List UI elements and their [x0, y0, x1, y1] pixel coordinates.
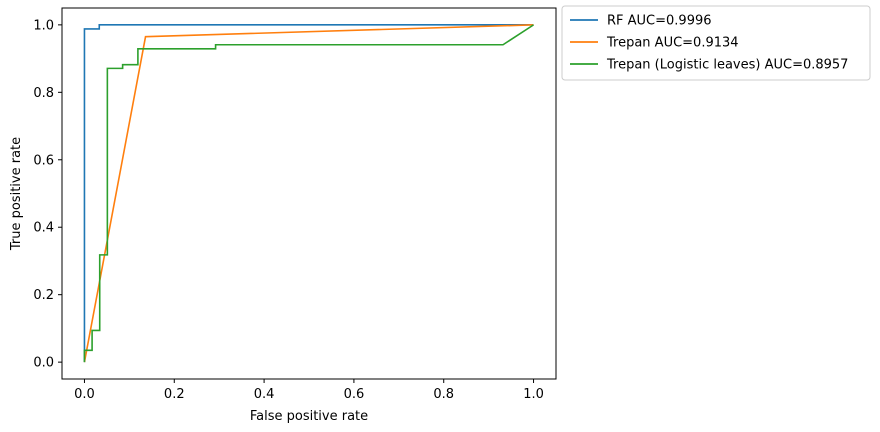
- x-axis-ticks: 0.0 0.2 0.4 0.6 0.8 1.0: [74, 379, 544, 402]
- x-tick-label: 0.6: [344, 387, 365, 402]
- x-tick-label: 1.0: [523, 387, 544, 402]
- plot-frame: [61, 7, 557, 380]
- x-axis-label: False positive rate: [250, 409, 368, 424]
- y-tick-label: 0.6: [33, 153, 54, 168]
- y-tick-label: 1.0: [33, 18, 54, 33]
- legend-label: Trepan (Logistic leaves) AUC=0.8957: [606, 58, 848, 73]
- legend-box: [561, 5, 871, 81]
- series-line-1: [83, 24, 534, 363]
- y-tick-label: 0.4: [33, 221, 54, 236]
- legend-label: Trepan AUC=0.9134: [606, 36, 739, 51]
- y-axis-ticks: 0.0 0.2 0.4 0.6 0.8 1.0: [33, 18, 62, 371]
- y-tick-label: 0.0: [33, 356, 54, 371]
- series-line-2: [83, 24, 534, 363]
- y-tick-label: 0.2: [33, 288, 54, 303]
- plot-lines: [83, 24, 534, 363]
- legend: RF AUC=0.9996 Trepan AUC=0.9134 Trepan (Lo…: [561, 5, 871, 81]
- x-tick-label: 0.2: [164, 387, 185, 402]
- series-line-3: [83, 24, 534, 363]
- y-tick-label: 0.8: [33, 86, 54, 101]
- x-tick-label: 0.4: [254, 387, 275, 402]
- y-axis-label: True positive rate: [9, 137, 24, 251]
- x-tick-label: 0.0: [74, 387, 95, 402]
- x-tick-label: 0.8: [433, 387, 454, 402]
- legend-label: RF AUC=0.9996: [607, 14, 712, 29]
